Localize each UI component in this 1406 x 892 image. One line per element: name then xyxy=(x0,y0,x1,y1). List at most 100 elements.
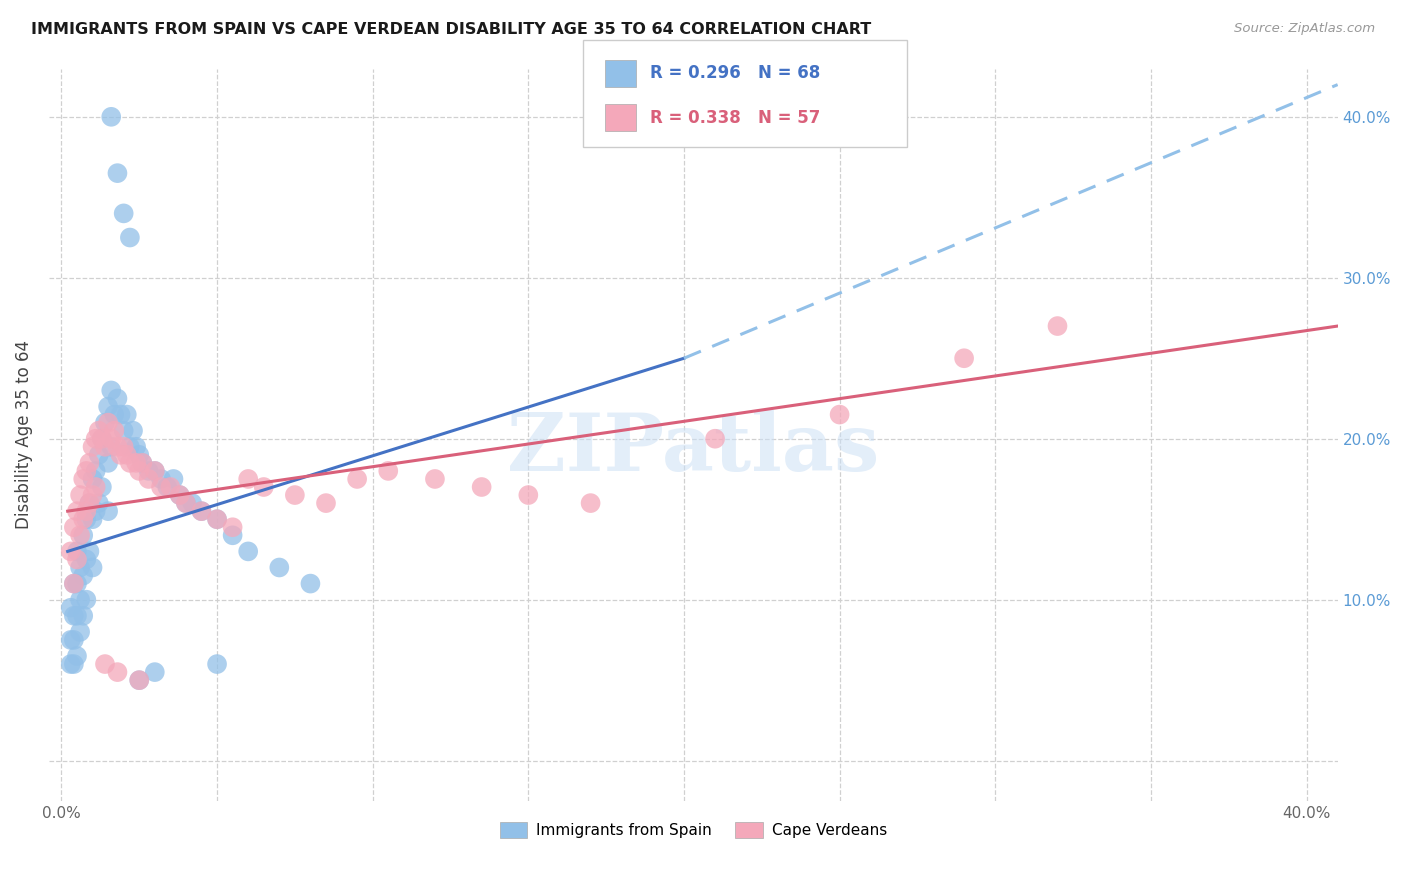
Point xyxy=(103,408,125,422)
Point xyxy=(118,440,141,454)
Point xyxy=(69,592,91,607)
Point xyxy=(143,665,166,679)
Point xyxy=(59,544,82,558)
Point xyxy=(299,576,322,591)
Point xyxy=(828,408,851,422)
Point xyxy=(174,496,197,510)
Point xyxy=(79,496,101,510)
Point xyxy=(63,576,86,591)
Point xyxy=(150,472,173,486)
Point xyxy=(169,488,191,502)
Point xyxy=(75,464,97,478)
Point xyxy=(346,472,368,486)
Point xyxy=(63,576,86,591)
Point xyxy=(190,504,212,518)
Point xyxy=(72,608,94,623)
Point xyxy=(90,432,112,446)
Point xyxy=(69,528,91,542)
Point xyxy=(107,392,129,406)
Y-axis label: Disability Age 35 to 64: Disability Age 35 to 64 xyxy=(15,340,32,529)
Point xyxy=(63,657,86,671)
Point xyxy=(115,448,138,462)
Point xyxy=(579,496,602,510)
Point xyxy=(118,456,141,470)
Text: ZIPatlas: ZIPatlas xyxy=(508,410,879,488)
Point xyxy=(66,608,89,623)
Point xyxy=(66,504,89,518)
Point xyxy=(90,480,112,494)
Point xyxy=(97,504,120,518)
Point xyxy=(97,416,120,430)
Point xyxy=(169,488,191,502)
Point xyxy=(75,552,97,566)
Point xyxy=(100,440,122,454)
Point xyxy=(75,512,97,526)
Point xyxy=(82,488,104,502)
Point xyxy=(94,416,117,430)
Point xyxy=(269,560,291,574)
Point xyxy=(103,424,125,438)
Point xyxy=(59,657,82,671)
Point xyxy=(112,440,135,454)
Point xyxy=(150,480,173,494)
Point xyxy=(205,657,228,671)
Point xyxy=(423,472,446,486)
Point xyxy=(143,464,166,478)
Point xyxy=(66,552,89,566)
Point xyxy=(112,206,135,220)
Text: R = 0.296   N = 68: R = 0.296 N = 68 xyxy=(650,64,820,82)
Legend: Immigrants from Spain, Cape Verdeans: Immigrants from Spain, Cape Verdeans xyxy=(494,816,893,845)
Point xyxy=(118,230,141,244)
Point xyxy=(205,512,228,526)
Point xyxy=(112,424,135,438)
Point xyxy=(82,472,104,486)
Point xyxy=(238,544,260,558)
Text: IMMIGRANTS FROM SPAIN VS CAPE VERDEAN DISABILITY AGE 35 TO 64 CORRELATION CHART: IMMIGRANTS FROM SPAIN VS CAPE VERDEAN DI… xyxy=(31,22,872,37)
Point xyxy=(75,592,97,607)
Point xyxy=(72,528,94,542)
Point xyxy=(87,448,110,462)
Point xyxy=(100,384,122,398)
Point xyxy=(517,488,540,502)
Point xyxy=(128,464,150,478)
Point xyxy=(82,440,104,454)
Point xyxy=(221,528,243,542)
Point xyxy=(131,456,153,470)
Point xyxy=(128,448,150,462)
Point xyxy=(143,464,166,478)
Point xyxy=(1046,319,1069,334)
Point xyxy=(72,568,94,582)
Point xyxy=(110,408,132,422)
Point xyxy=(284,488,307,502)
Point xyxy=(63,520,86,534)
Point xyxy=(66,576,89,591)
Point xyxy=(84,504,107,518)
Text: Source: ZipAtlas.com: Source: ZipAtlas.com xyxy=(1234,22,1375,36)
Point xyxy=(253,480,276,494)
Point xyxy=(125,440,148,454)
Point xyxy=(115,408,138,422)
Point xyxy=(97,456,120,470)
Point xyxy=(704,432,727,446)
Point xyxy=(159,480,181,494)
Point xyxy=(156,480,179,494)
Point xyxy=(205,512,228,526)
Point xyxy=(72,472,94,486)
Point xyxy=(100,110,122,124)
Point xyxy=(107,440,129,454)
Point xyxy=(66,544,89,558)
Point xyxy=(471,480,494,494)
Point xyxy=(131,456,153,470)
Text: R = 0.338   N = 57: R = 0.338 N = 57 xyxy=(650,109,820,127)
Point xyxy=(107,665,129,679)
Point xyxy=(69,560,91,574)
Point xyxy=(59,600,82,615)
Point xyxy=(72,512,94,526)
Point xyxy=(79,544,101,558)
Point xyxy=(315,496,337,510)
Point xyxy=(82,512,104,526)
Point xyxy=(90,432,112,446)
Point xyxy=(75,504,97,518)
Point xyxy=(190,504,212,518)
Point xyxy=(107,166,129,180)
